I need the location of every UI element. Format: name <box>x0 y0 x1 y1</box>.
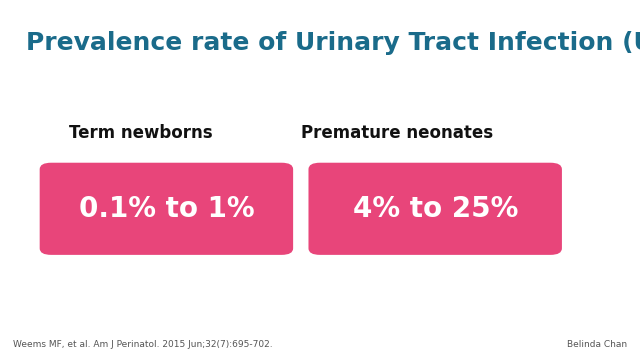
FancyBboxPatch shape <box>29 157 303 261</box>
FancyBboxPatch shape <box>308 163 562 255</box>
Text: 0.1% to 1%: 0.1% to 1% <box>79 195 254 223</box>
Text: Belinda Chan: Belinda Chan <box>567 340 627 349</box>
FancyBboxPatch shape <box>312 166 568 260</box>
Text: Term newborns: Term newborns <box>69 124 212 142</box>
Text: 4% to 25%: 4% to 25% <box>353 195 518 223</box>
FancyBboxPatch shape <box>44 166 300 260</box>
FancyBboxPatch shape <box>298 157 572 261</box>
Text: Weems MF, et al. Am J Perinatol. 2015 Jun;32(7):695-702.: Weems MF, et al. Am J Perinatol. 2015 Ju… <box>13 340 273 349</box>
FancyBboxPatch shape <box>40 163 293 255</box>
Text: Premature neonates: Premature neonates <box>301 124 493 142</box>
Text: Prevalence rate of Urinary Tract Infection (UTI): Prevalence rate of Urinary Tract Infecti… <box>26 31 640 55</box>
